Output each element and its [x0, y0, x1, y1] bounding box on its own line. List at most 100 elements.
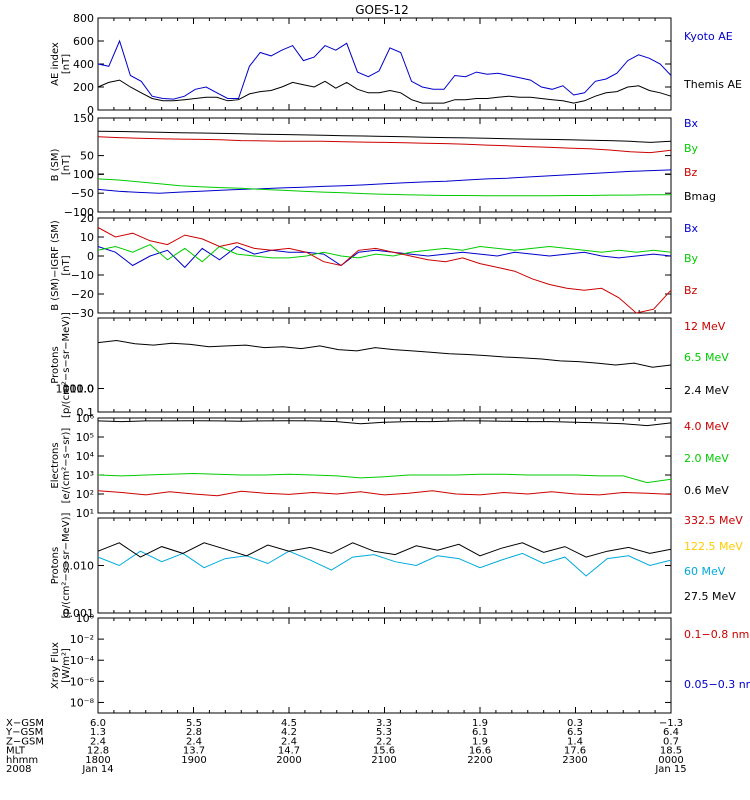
panel-7: 10⁻⁸ 10⁻⁶ 10⁻⁴ 10⁻² 10⁰ Xray Flux [W/m²] 0.1−0.… [50, 612, 750, 714]
legend-entry: Bmag [684, 190, 716, 203]
series-line [97, 227, 672, 314]
axis-row-value: 1.9 [472, 718, 488, 729]
y-axis-label: B (SM) [50, 148, 61, 181]
legend-entry: 0.6 MeV [684, 484, 729, 497]
series-line [97, 420, 672, 427]
legend-entry: Bz [684, 284, 698, 297]
panel-2: −100 −50 0 50 100 150 B (SM) [nT] Bx By Bz Bmag [50, 112, 716, 219]
axis-row-value: 3.3 [376, 718, 392, 729]
y-tick-label: −20 [71, 288, 94, 301]
axis-row-value: 2200 [467, 755, 492, 766]
plot-title: GOES-12 [355, 3, 409, 17]
y-tick-label: 10⁴ [76, 450, 95, 463]
axis-row-value: 1.9 [472, 736, 488, 747]
axis-row-value: 15.6 [373, 746, 395, 757]
axis-row-value: 4.2 [281, 727, 297, 738]
axis-row-value: 6.5 [567, 727, 583, 738]
legend-entry: 4.0 MeV [684, 420, 729, 433]
y-tick-label: 0.1 [77, 406, 95, 419]
legend-entry: 2.0 MeV [684, 452, 729, 465]
y-tick-label: −50 [71, 187, 94, 200]
y-tick-label: 10.0 [70, 383, 95, 396]
y-axis-label: [nT] [61, 255, 72, 275]
axis-row-value: 6.1 [472, 727, 488, 738]
y-axis-label: AE index [50, 42, 61, 86]
legend-entry: 332.5 MeV [684, 514, 743, 527]
y-tick-label: 600 [73, 35, 94, 48]
legend-entry: 12 MeV [684, 320, 726, 333]
y-tick-label: 10⁻⁶ [70, 675, 95, 688]
y-tick-label: 0 [87, 104, 94, 117]
axis-row-value: 2300 [562, 755, 587, 766]
y-tick-label: −100 [64, 206, 94, 219]
panel-frame [97, 117, 672, 213]
y-tick-label: 10⁻⁸ [70, 696, 95, 709]
legend-entry: 122.5 MeV [684, 540, 743, 553]
axis-row-label: 2008 [6, 764, 31, 775]
axis-row-value: Jan 15 [654, 764, 686, 775]
series-line [97, 79, 672, 104]
axis-row-value: 17.6 [564, 746, 586, 757]
legend-entry: 6.5 MeV [684, 351, 729, 364]
y-tick-label: 400 [73, 58, 94, 71]
panel-frame [97, 617, 672, 714]
axis-row-value: 2.4 [186, 736, 202, 747]
legend-entry: Bx [684, 222, 699, 235]
axis-row-value: 1800 [85, 755, 110, 766]
panels: 0 200 400 600 800 AE index [nT] Kyoto AE Themis … [50, 12, 750, 714]
panel-1: 0 200 400 600 800 AE index [nT] Kyoto AE Themis … [50, 12, 742, 117]
axis-row-label: X−GSM [6, 718, 44, 729]
axis-row-value: 12.8 [87, 746, 109, 757]
axis-row-value: 0.3 [567, 718, 583, 729]
series-line [97, 245, 672, 269]
y-tick-label: 10⁻² [70, 633, 94, 646]
axis-row-value: 0000 [658, 755, 683, 766]
series-line [97, 39, 672, 100]
axis-row-value: 2.2 [376, 736, 392, 747]
axis-row-value: 6.0 [90, 718, 106, 729]
axis-row-label: Y−GSM [5, 727, 43, 738]
legend-entry: 0.1−0.8 nm [684, 628, 749, 641]
series-line [97, 130, 672, 143]
axis-row-value: 1900 [181, 755, 206, 766]
y-tick-label: 20 [80, 212, 94, 225]
axis-row-value: 16.6 [469, 746, 491, 757]
legend-entry: Themis AE [683, 78, 742, 91]
y-tick-label: 800 [73, 12, 94, 25]
panel-frame [97, 217, 672, 314]
y-tick-label: −10 [71, 269, 94, 282]
legend-entry: Kyoto AE [684, 30, 733, 43]
series-line [97, 472, 672, 484]
panel-5: 10¹ 10² 10³ 10⁴ 10⁵ 10⁶ Electrons [e/(cm²−s−sr)… [50, 412, 729, 520]
legend-entry: Bx [684, 117, 699, 130]
legend-entry: 2.4 MeV [684, 384, 729, 397]
legend-entry: Bz [684, 166, 698, 179]
axis-row-label: Z−GSM [6, 736, 44, 747]
y-tick-label: 10⁻⁴ [70, 654, 95, 667]
axis-row-value: 1.4 [567, 736, 583, 747]
panel-3: −30 −20 −10 0 10 20 B (SM)−IGRF (SM) [nT] Bx By Bz [50, 212, 699, 320]
series-line [97, 542, 672, 558]
y-tick-label: 10⁵ [76, 431, 94, 444]
y-tick-label: 10⁶ [76, 412, 95, 425]
y-tick-label: 10⁰ [76, 612, 95, 625]
axis-row-label: MLT [6, 746, 26, 757]
axis-row-label: hhmm [6, 755, 38, 766]
y-axis-label: Electrons [50, 442, 61, 488]
y-tick-label: 200 [73, 81, 94, 94]
legend-entry: 27.5 MeV [684, 590, 736, 603]
axis-row-value: 2000 [276, 755, 301, 766]
series-line [97, 169, 672, 194]
axis-row-value: 13.7 [183, 746, 205, 757]
y-tick-label: 1.0 [77, 383, 95, 396]
bottom-axis-table: X−GSM 6.0 5.5 4.5 3.3 1.9 0.3 −1.3 Y−GSM 1.3 2.8 4.… [5, 718, 687, 775]
axis-row-value: 1.3 [90, 727, 106, 738]
y-tick-label: 0.010 [63, 560, 95, 573]
axis-row-value: 5.5 [186, 718, 202, 729]
y-axis-label: Protons [50, 547, 61, 584]
axis-row-value: 2100 [371, 755, 396, 766]
axis-row-value: 0.7 [663, 736, 679, 747]
series-line [97, 490, 672, 497]
